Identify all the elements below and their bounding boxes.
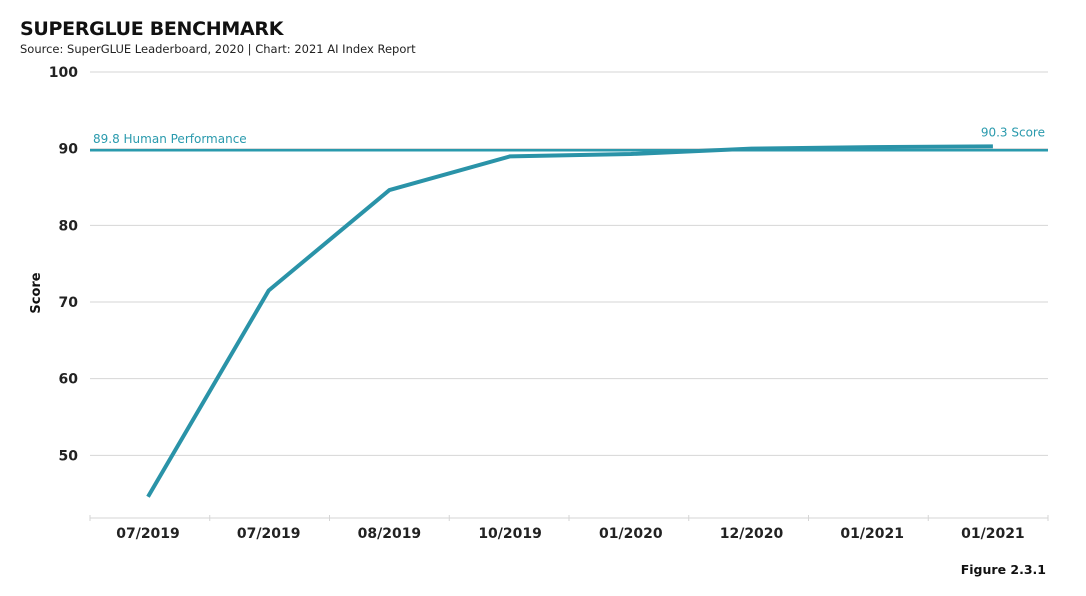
y-tick-label-90: 90 bbox=[59, 142, 79, 158]
y-tick-label-50: 50 bbox=[59, 448, 79, 464]
series-layer bbox=[146, 144, 994, 498]
x-tick-label: 01/2021 bbox=[840, 526, 904, 542]
y-tick-label-80: 80 bbox=[59, 218, 79, 234]
y-tick-label-100: 100 bbox=[49, 65, 78, 81]
x-tick-label: 01/2021 bbox=[961, 526, 1025, 542]
y-axis-ticks: 50 60 70 80 90 100 bbox=[49, 65, 78, 464]
x-tick-label: 12/2020 bbox=[720, 526, 784, 542]
x-tick-label: 07/2019 bbox=[237, 526, 301, 542]
chart-subtitle: Source: SuperGLUE Leaderboard, 2020 | Ch… bbox=[20, 42, 416, 56]
series-line-0 bbox=[146, 144, 993, 498]
x-tick-label: 10/2019 bbox=[478, 526, 542, 542]
reference-layer: 89.8 Human Performance bbox=[90, 132, 1048, 152]
figure-label: Figure 2.3.1 bbox=[960, 562, 1046, 577]
chart-title: SUPERGLUE BENCHMARK bbox=[20, 18, 284, 40]
annotation-layer: 90.3 Score bbox=[981, 125, 1045, 139]
y-tick-label-60: 60 bbox=[59, 372, 79, 388]
x-tick-label: 08/2019 bbox=[358, 526, 422, 542]
final-score-label: 90.3 Score bbox=[981, 125, 1045, 139]
grid-layer bbox=[89, 71, 1049, 521]
x-tick-label: 07/2019 bbox=[116, 526, 180, 542]
y-tick-label-70: 70 bbox=[59, 295, 79, 311]
x-axis-ticks: 07/2019 07/2019 08/2019 10/2019 01/2020 12/20… bbox=[116, 526, 1024, 542]
human-performance-label: 89.8 Human Performance bbox=[93, 132, 247, 146]
x-tick-label: 01/2020 bbox=[599, 526, 663, 542]
y-axis-title: Score bbox=[29, 272, 44, 313]
